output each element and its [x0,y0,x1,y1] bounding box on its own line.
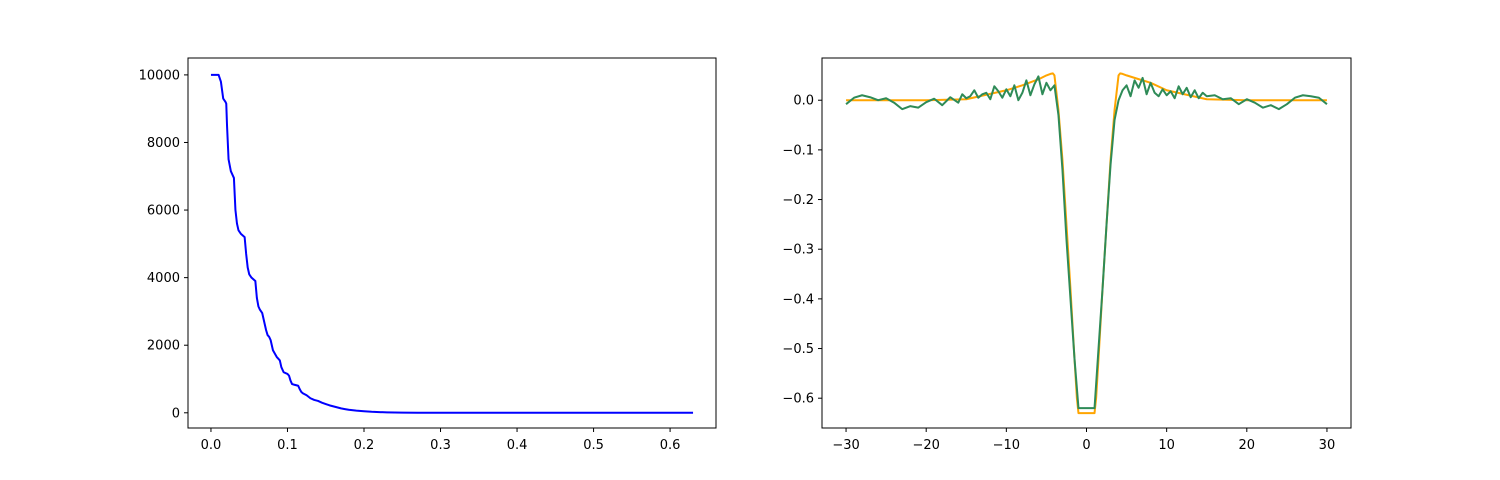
x-tick-label-0-5: 0.5 [583,438,604,453]
y-tick-label-1-2: −0.2 [782,193,814,208]
y-tick-label-1-1: −0.1 [782,143,814,158]
y-tick-label-0-0: 0 [172,406,180,421]
x-tick-label-1-4: 10 [1158,438,1175,453]
left-chart-panel: 0.0 0.1 0.2 0.3 0.4 0.5 0.6 0 2000 4000 6000 8000 10… [139,57,717,453]
y-tick-label-0-2: 4000 [147,271,180,286]
y-tick-label-1-6: −0.6 [782,392,814,407]
x-tick-label-1-3: 0 [1082,438,1090,453]
x-tick-label-1-1: −20 [912,438,939,453]
x-tick-label-1-0: −30 [832,438,859,453]
x-tick-label-1-5: 20 [1239,438,1256,453]
x-tick-label-0-3: 0.3 [430,438,451,453]
right-chart-panel: −30 −20 −10 0 10 20 30 0.0 −0.1 −0.2 −0.3 −0.4 −0.5 −… [782,57,1352,453]
y-tick-label-0-5: 10000 [139,68,180,83]
series-line-1-0 [846,72,1327,415]
y-tick-label-1-3: −0.3 [782,243,814,258]
y-tick-label-1-4: −0.4 [782,292,814,307]
series-line-0-0 [210,73,694,414]
x-tick-label-0-4: 0.4 [507,438,528,453]
y-tick-label-0-1: 2000 [147,339,180,354]
x-tick-label-1-6: 30 [1319,438,1336,453]
x-tick-label-0-0: 0.0 [201,438,222,453]
y-tick-label-0-4: 8000 [147,136,180,151]
x-tick-label-0-1: 0.1 [277,438,298,453]
plot-area-frame-1 [821,57,1352,429]
series-line-1-1 [845,75,1328,410]
y-tick-label-1-0: 0.0 [793,94,814,109]
x-tick-label-0-2: 0.2 [354,438,375,453]
x-tick-label-0-6: 0.6 [660,438,681,453]
x-tick-label-1-2: −10 [993,438,1020,453]
y-tick-label-1-5: −0.5 [782,342,814,357]
plot-area-frame-0 [187,57,717,429]
y-tick-label-0-3: 6000 [147,204,180,219]
